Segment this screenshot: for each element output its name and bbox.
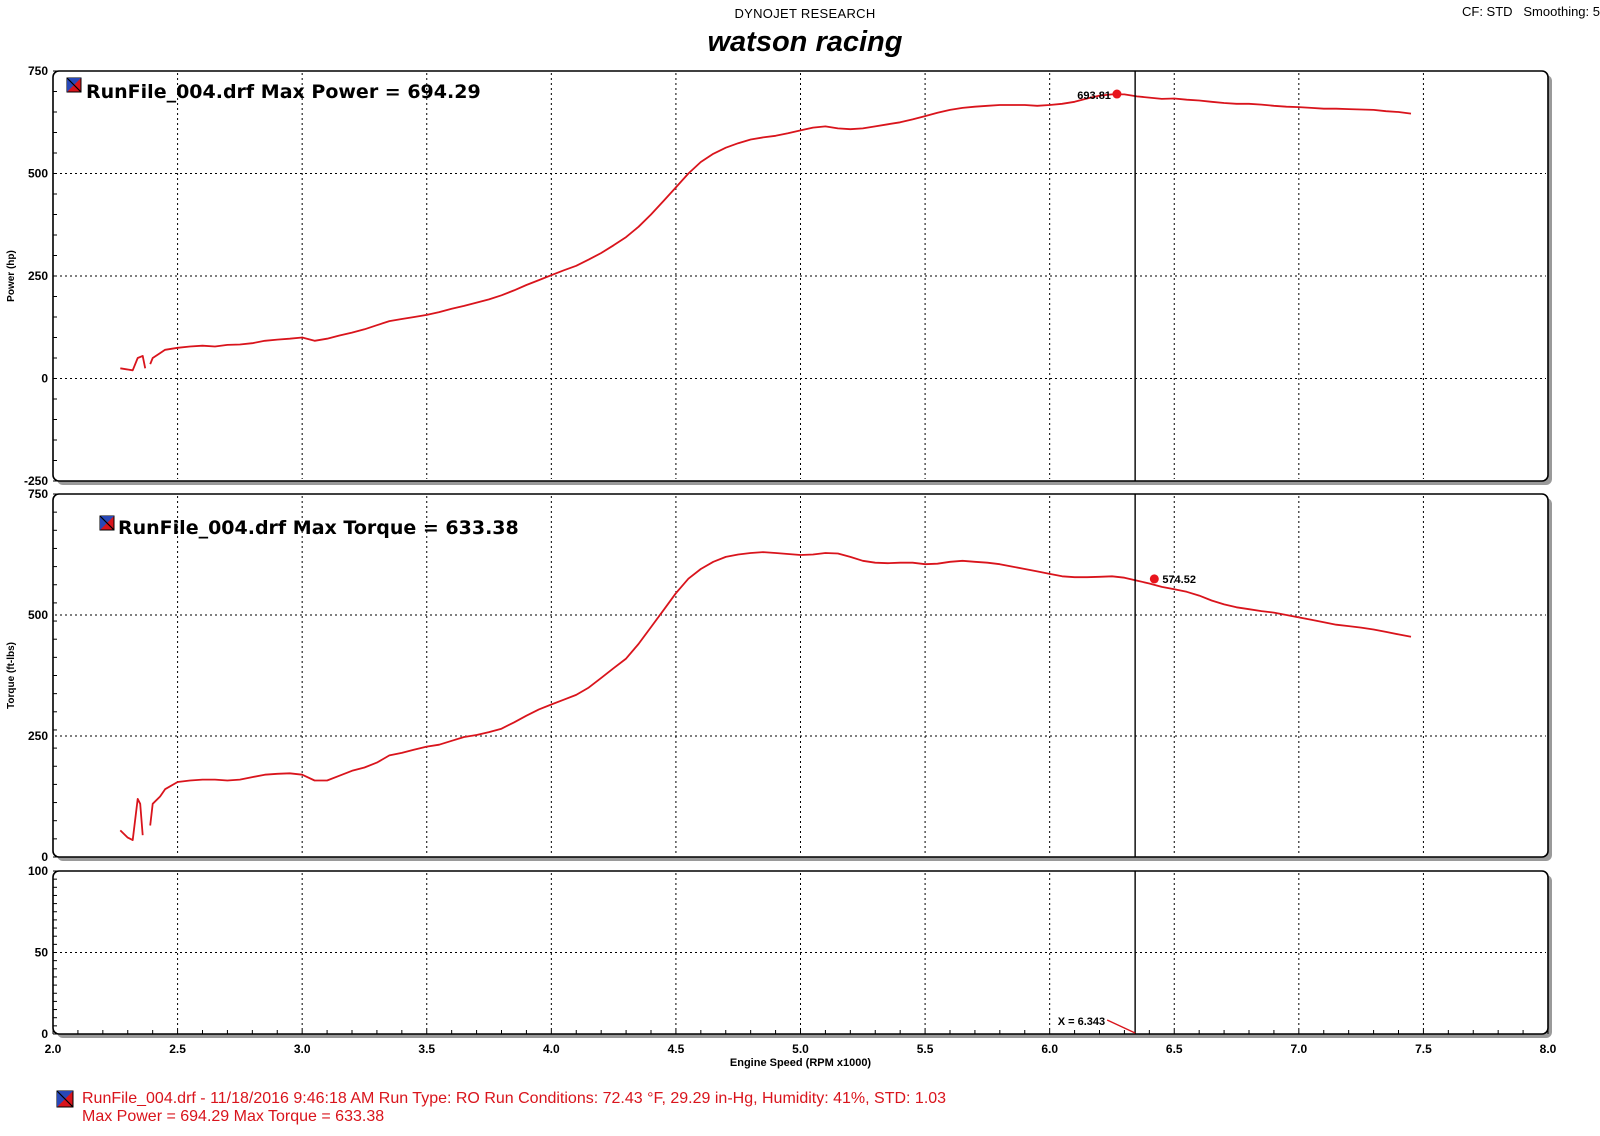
x-tick-label: 3.5 [418, 1042, 435, 1056]
legend-file-icon [99, 515, 115, 531]
y-tick-label: 0 [41, 1027, 48, 1041]
y-tick-label: 100 [28, 864, 48, 878]
y-tick-label: 500 [28, 608, 48, 622]
cursor-readout: X = 6.343 [1058, 1016, 1105, 1028]
y-tick-label: -250 [24, 474, 48, 488]
x-tick-label: 2.0 [45, 1042, 62, 1056]
panel-power: 750 500 250 0 -250 Power (hp) 693.81 RunFile_00… [6, 64, 1552, 488]
y-tick-label: 750 [28, 64, 48, 78]
legend-file-icon [66, 77, 82, 93]
panel-torque: 750 500 250 0 Torque (ft-lbs) 574.52 RunFile_0… [6, 487, 1552, 864]
max-values-line: Max Power = 694.29 Max Torque = 633.38 [82, 1108, 385, 1125]
run-info-footer: RunFile_004.drf - 11/18/2016 9:46:18 AM … [56, 1090, 946, 1126]
legend-icon-glyph [66, 77, 82, 93]
run-file-icon [56, 1090, 74, 1108]
x-tick-label: 4.0 [543, 1042, 560, 1056]
peak-marker [1112, 89, 1122, 99]
marker-label: 693.81 [1077, 90, 1111, 102]
panel-aux: 100 50 02.0 2.5 3.0 3.5 4.0 4.5 5.0 5.5 6.0 6.5 7.0 7… [28, 864, 1557, 1069]
y-axis-label: Power (hp) [6, 250, 17, 302]
x-tick-label: 6.0 [1041, 1042, 1058, 1056]
run-info-line: RunFile_004.drf - 11/18/2016 9:46:18 AM … [82, 1090, 947, 1107]
x-tick-label: 3.0 [294, 1042, 311, 1056]
x-axis-label: Engine Speed (RPM x1000) [730, 1057, 872, 1069]
y-tick-label: 250 [28, 729, 48, 743]
y-tick-label: 500 [28, 167, 48, 181]
x-tick-label: 2.5 [169, 1042, 186, 1056]
x-tick-label: 7.0 [1290, 1042, 1307, 1056]
y-tick-label: 50 [35, 946, 49, 960]
legend-label: RunFile_004.drf Max Power = 694.29 [86, 81, 481, 103]
marker-label: 574.52 [1162, 574, 1196, 586]
torque-curve [119, 551, 1412, 841]
legend-icon-glyph [99, 515, 115, 531]
y-tick-label: 250 [28, 269, 48, 283]
correction-factor-label: CF: STD Smoothing: 5 [1462, 4, 1600, 19]
y-tick-label: 750 [28, 487, 48, 501]
chart-title: watson racing [707, 26, 903, 58]
legend-label: RunFile_004.drf Max Torque = 633.38 [118, 517, 519, 539]
x-tick-label: 7.5 [1415, 1042, 1432, 1056]
y-tick-label: 0 [41, 372, 48, 386]
y-axis-label: Torque (ft-lbs) [6, 642, 17, 709]
x-tick-label: 5.5 [917, 1042, 934, 1056]
x-tick-label: 6.5 [1166, 1042, 1183, 1056]
peak-marker [1149, 574, 1159, 584]
y-tick-label: 0 [41, 850, 48, 864]
x-tick-label: 8.0 [1540, 1042, 1557, 1056]
power-curve [120, 93, 1412, 372]
cursor-pointer [1106, 1019, 1136, 1034]
x-tick-label: 5.0 [792, 1042, 809, 1056]
x-tick-label: 4.5 [668, 1042, 685, 1056]
brand-name: DYNOJET RESEARCH [734, 6, 876, 21]
